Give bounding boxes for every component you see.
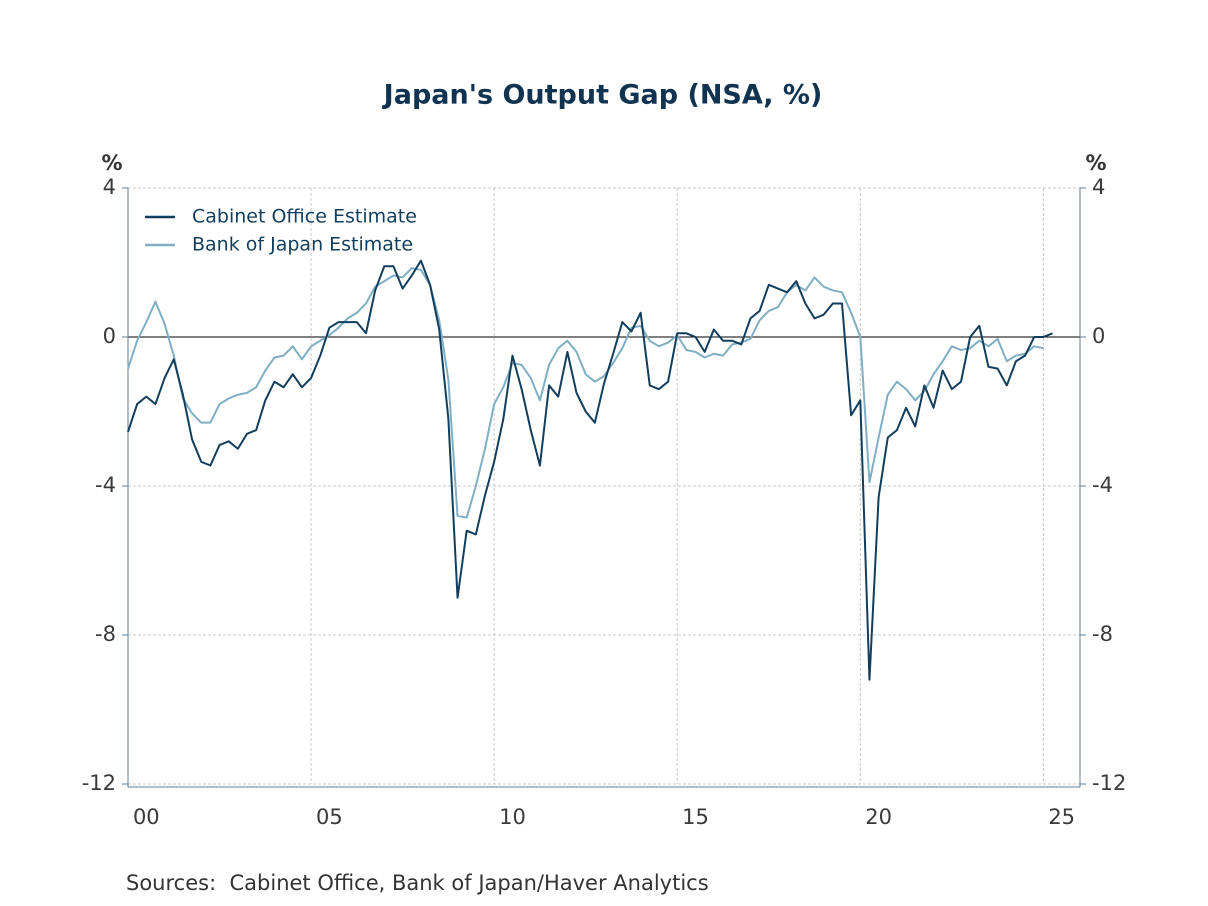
y2-tick-label: 4 <box>1092 175 1105 199</box>
y2-tick-label: -8 <box>1092 622 1113 646</box>
series-line <box>127 267 1044 519</box>
y-tick-label: 4 <box>103 175 116 199</box>
x-tick-label: 05 <box>316 805 343 829</box>
y-axis-unit: % <box>101 151 122 175</box>
series-line <box>127 259 1053 681</box>
x-tick-label: 15 <box>682 805 709 829</box>
x-tick-label: 20 <box>865 805 892 829</box>
source-note: Sources: Cabinet Office, Bank of Japan/H… <box>126 871 709 895</box>
y2-tick-label: -12 <box>1092 771 1126 795</box>
x-tick-label: 10 <box>499 805 526 829</box>
legend-label: Bank of Japan Estimate <box>192 234 413 256</box>
y-tick-label: -4 <box>95 473 116 497</box>
y2-axis-unit: % <box>1085 151 1106 175</box>
chart-title: Japan's Output Gap (NSA, %) <box>382 80 823 111</box>
y-tick-label: -8 <box>95 622 116 646</box>
y-tick-label: 0 <box>103 324 116 348</box>
y2-tick-label: -4 <box>1092 473 1113 497</box>
x-tick-label: 25 <box>1048 805 1075 829</box>
y2-tick-label: 0 <box>1092 324 1105 348</box>
x-tick-label: 00 <box>133 805 160 829</box>
legend-label: Cabinet Office Estimate <box>192 206 417 228</box>
y-tick-label: -12 <box>82 771 116 795</box>
